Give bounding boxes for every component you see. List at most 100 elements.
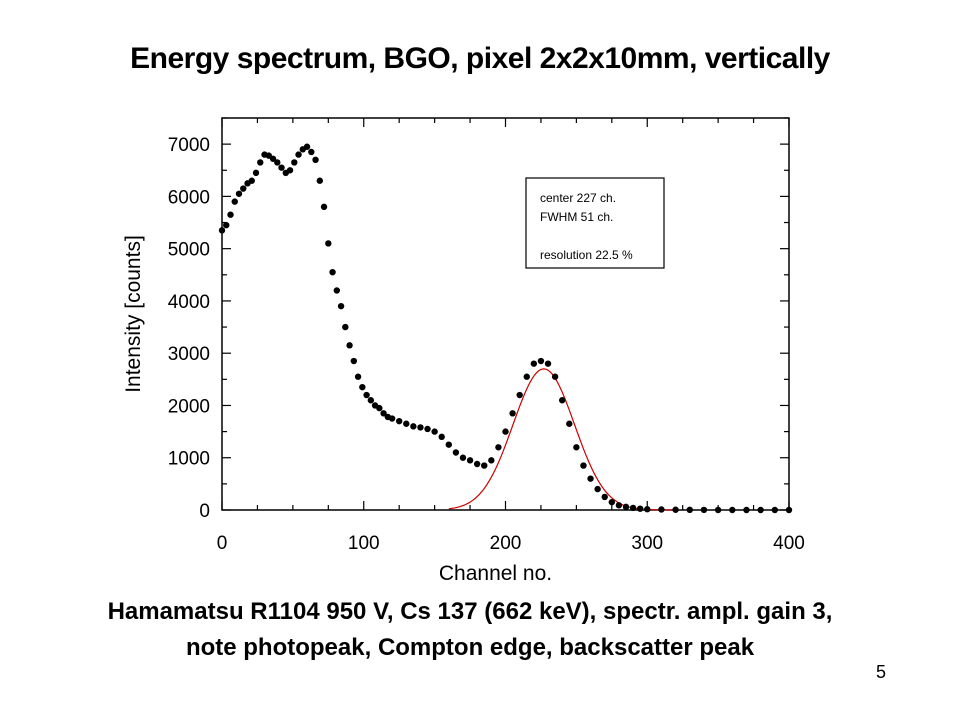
- fit-curve-group: [448, 368, 676, 511]
- data-point: [566, 420, 573, 427]
- data-point: [729, 506, 736, 514]
- data-point: [459, 454, 467, 461]
- data-point: [771, 506, 779, 514]
- x-tick-label: 100: [348, 533, 380, 554]
- data-point: [350, 357, 358, 365]
- data-point: [410, 423, 417, 430]
- data-point: [594, 485, 601, 493]
- data-point: [376, 404, 383, 412]
- data-point: [252, 169, 260, 177]
- data-points-group: [218, 143, 793, 514]
- annotation-line: resolution 22.5 %: [540, 248, 633, 262]
- data-point: [320, 203, 328, 211]
- data-point: [622, 503, 630, 511]
- data-point: [530, 360, 538, 367]
- data-point: [274, 159, 281, 166]
- data-point: [218, 227, 226, 234]
- data-point: [686, 506, 693, 514]
- y-tick-label: 4000: [168, 292, 210, 313]
- data-point: [223, 221, 230, 229]
- data-point: [248, 177, 255, 184]
- data-point: [523, 373, 530, 380]
- slide-title: Energy spectrum, BGO, pixel 2x2x10mm, ve…: [130, 42, 830, 75]
- data-point: [329, 268, 336, 276]
- data-point: [466, 457, 474, 464]
- y-tick-label: 7000: [168, 135, 210, 156]
- axes: 0 100 200 300 400010002000300040005000600070…: [122, 117, 805, 585]
- data-point: [308, 148, 315, 156]
- x-axis-title: Channel no.: [439, 562, 552, 585]
- data-point: [395, 417, 403, 425]
- data-point: [303, 143, 311, 150]
- data-point: [278, 164, 285, 171]
- data-point: [509, 410, 516, 417]
- x-tick-label: 400: [773, 533, 805, 554]
- data-point: [452, 449, 460, 456]
- data-point: [481, 462, 488, 469]
- plot-frame: [221, 117, 790, 511]
- annotation-box: center 227 ch. FWHM 51 ch. resolution 22.5…: [525, 177, 665, 269]
- data-point: [502, 428, 509, 435]
- data-point: [367, 397, 375, 404]
- data-point: [700, 506, 708, 514]
- data-point: [235, 190, 243, 197]
- data-point: [516, 391, 523, 399]
- data-point: [359, 383, 366, 391]
- page-number: 5: [875, 662, 886, 682]
- data-point: [785, 506, 793, 514]
- data-point: [580, 462, 587, 469]
- data-point: [337, 302, 345, 310]
- y-tick-label: 1000: [168, 449, 210, 470]
- data-point: [325, 240, 332, 247]
- data-point: [231, 198, 238, 205]
- data-point: [743, 506, 750, 514]
- y-tick-label: 5000: [168, 240, 210, 261]
- data-point: [445, 441, 452, 448]
- y-tick-label: 2000: [168, 396, 210, 417]
- data-point: [438, 433, 445, 441]
- data-point: [608, 498, 616, 506]
- data-point: [537, 357, 545, 365]
- y-tick-label: 0: [199, 501, 210, 522]
- y-tick-label: 6000: [168, 187, 210, 208]
- data-point: [424, 425, 431, 433]
- data-point: [615, 502, 623, 509]
- data-point: [291, 159, 298, 166]
- data-point: [473, 460, 481, 468]
- annotation-line: center 227 ch.: [540, 191, 616, 205]
- data-point: [316, 177, 324, 184]
- data-point: [286, 167, 294, 174]
- spectrum-chart: 0 100 200 300 400010002000300040005000600070…: [122, 117, 805, 585]
- x-tick-label: 300: [631, 533, 663, 554]
- data-point: [559, 397, 566, 404]
- data-point: [354, 373, 362, 380]
- data-point: [312, 156, 319, 164]
- data-point: [488, 457, 495, 464]
- data-point: [269, 155, 277, 162]
- y-axis-title: Intensity [counts]: [122, 235, 145, 393]
- data-point: [417, 424, 424, 431]
- data-point: [601, 493, 608, 501]
- data-point: [714, 506, 722, 514]
- data-point: [403, 420, 410, 427]
- data-point: [388, 415, 396, 422]
- data-point: [431, 428, 438, 435]
- data-point: [629, 504, 637, 512]
- data-point: [342, 323, 349, 331]
- annotation-frame: [525, 177, 665, 269]
- gaussian-fit-line: [448, 368, 676, 511]
- data-point: [573, 444, 580, 451]
- caption-line-2: note photopeak, Compton edge, backscatte…: [185, 634, 755, 661]
- data-point: [257, 159, 264, 166]
- data-point: [636, 505, 644, 512]
- data-point: [658, 506, 665, 513]
- data-point: [363, 391, 370, 399]
- data-point: [333, 287, 341, 294]
- data-point: [295, 151, 302, 158]
- data-point: [544, 360, 552, 367]
- data-point: [644, 506, 651, 513]
- data-point: [346, 342, 353, 349]
- data-point: [551, 373, 559, 380]
- data-point: [757, 506, 764, 514]
- data-point: [380, 410, 387, 417]
